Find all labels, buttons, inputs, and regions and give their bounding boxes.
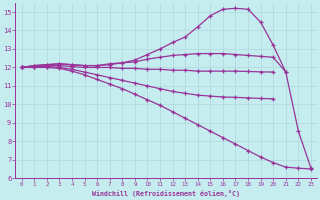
X-axis label: Windchill (Refroidissement éolien,°C): Windchill (Refroidissement éolien,°C) [92, 190, 240, 197]
